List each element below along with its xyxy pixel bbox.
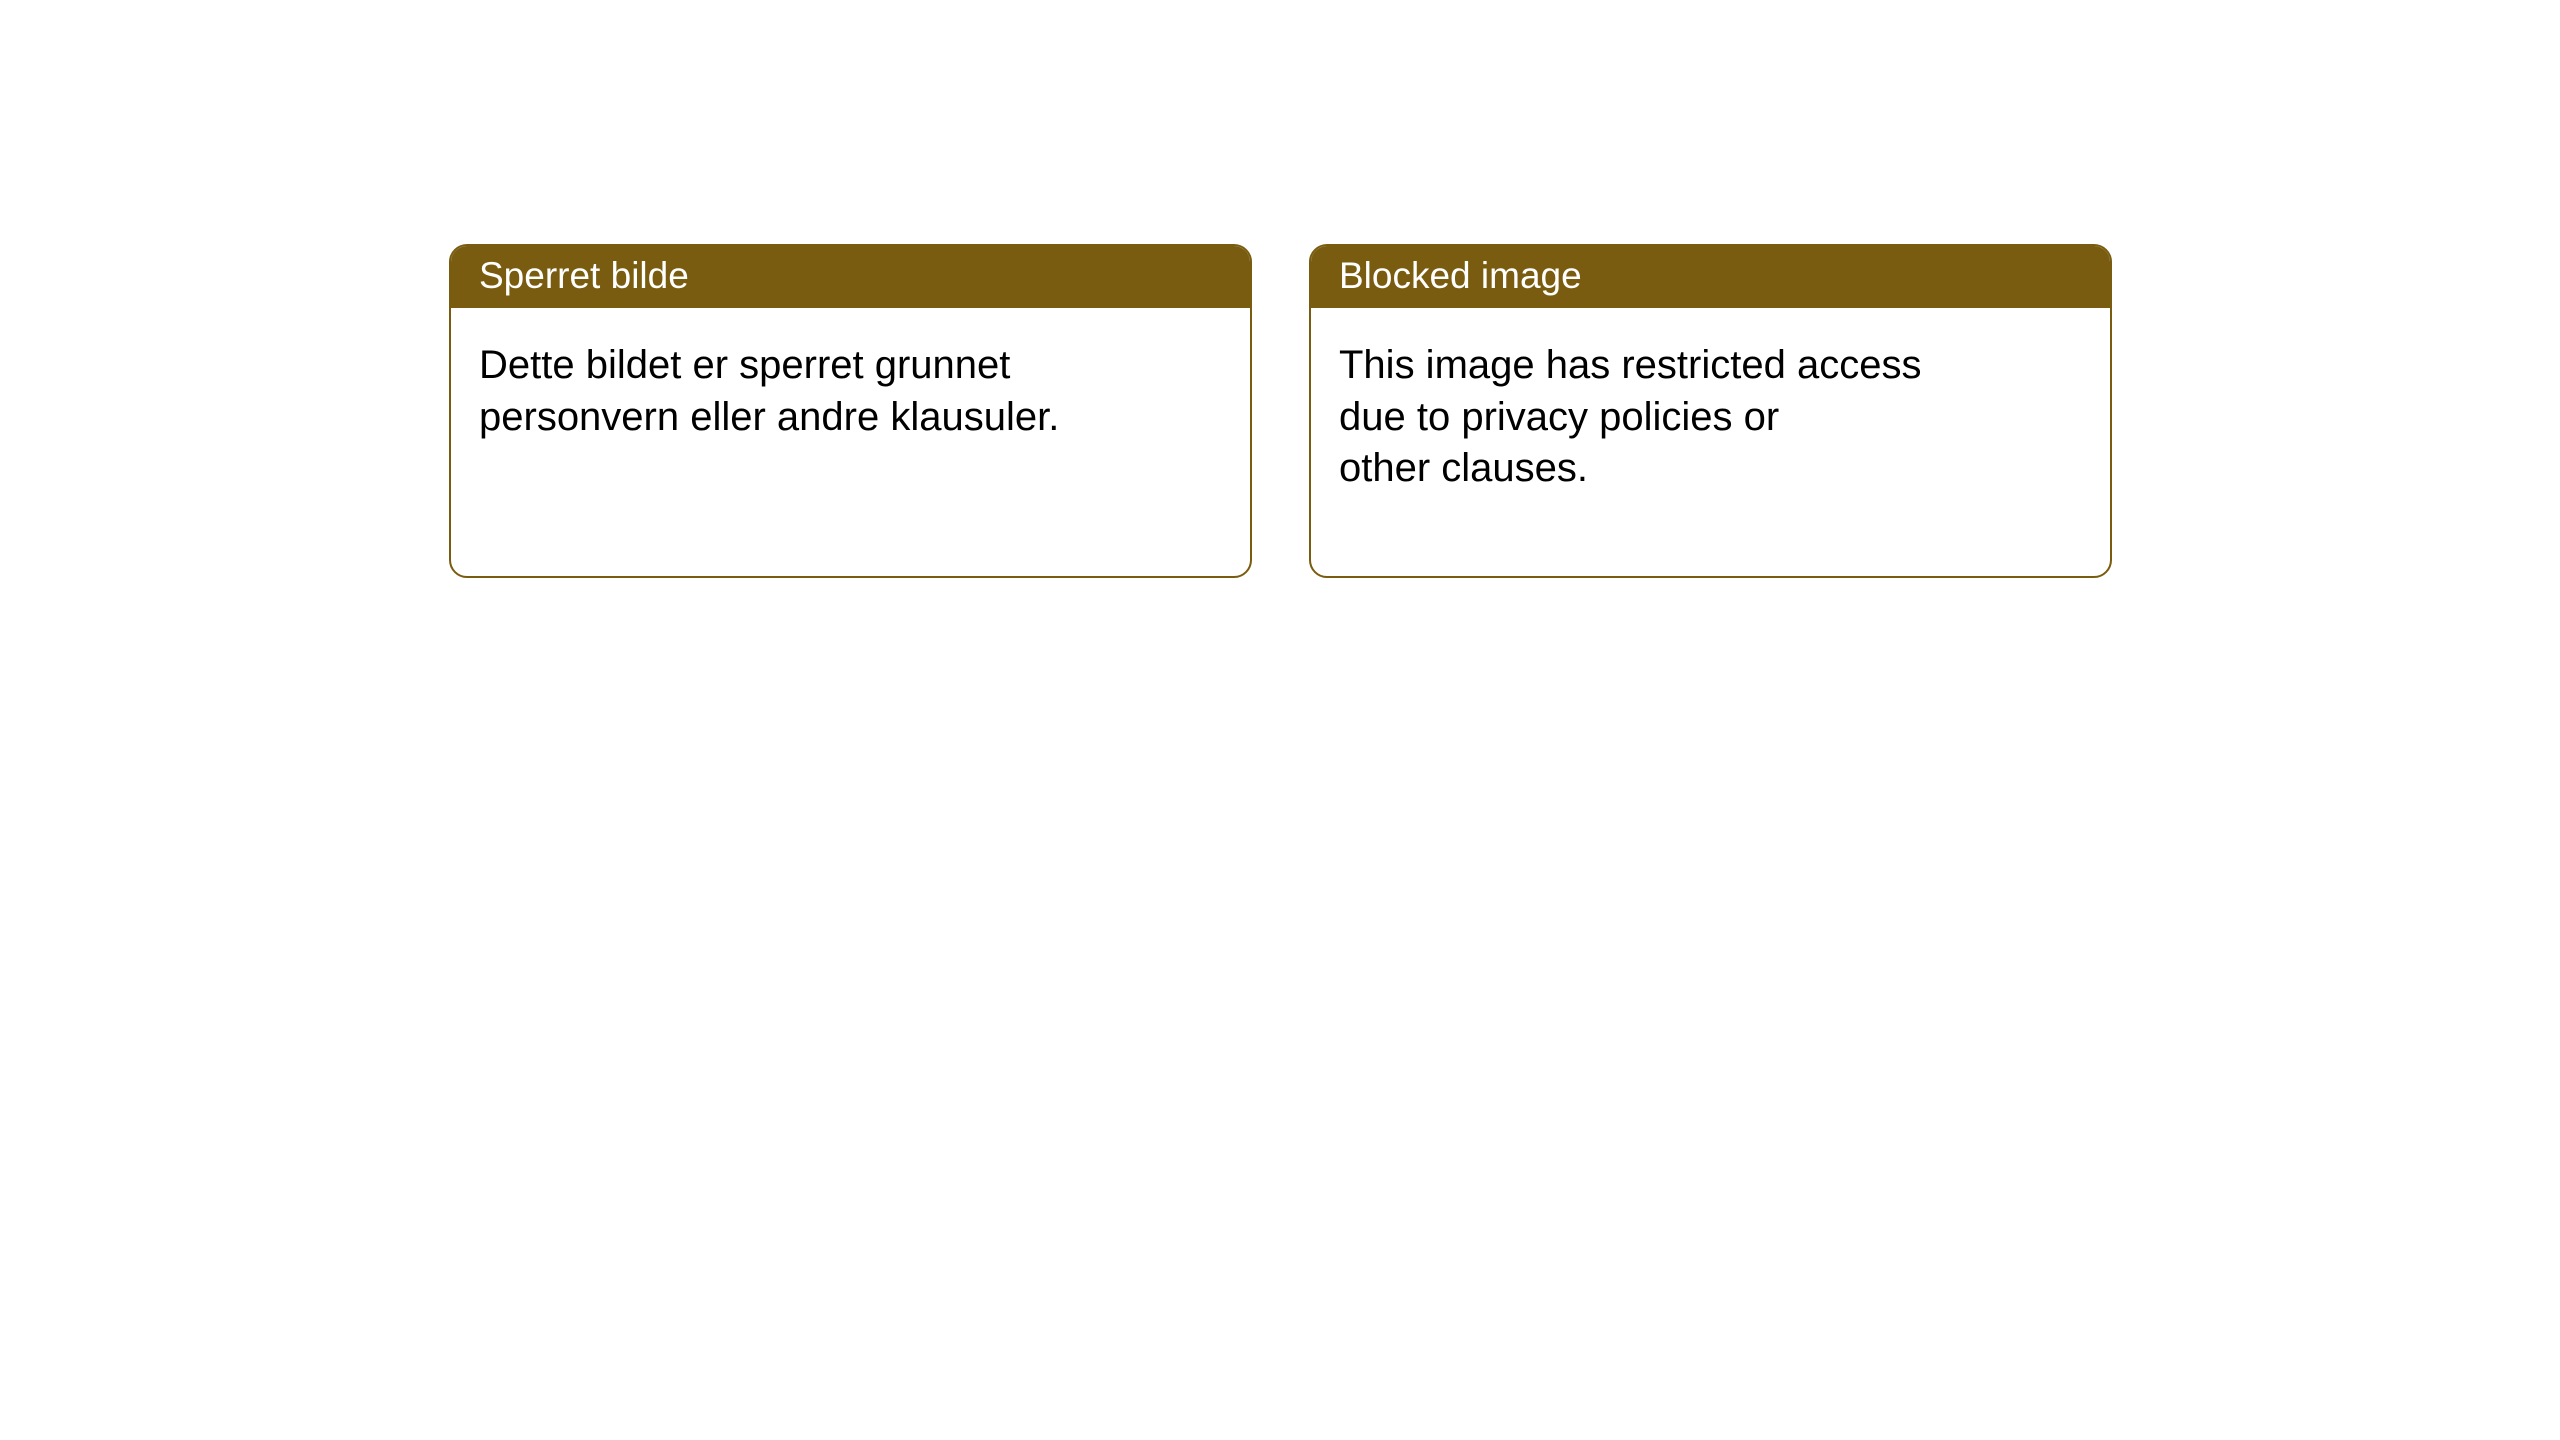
blocked-image-panel-norwegian: Sperret bilde Dette bildet er sperret gr… [449, 244, 1252, 578]
panel-title: Sperret bilde [451, 246, 1250, 308]
panel-body-text: This image has restricted access due to … [1311, 308, 2110, 526]
notice-panels-container: Sperret bilde Dette bildet er sperret gr… [449, 244, 2112, 578]
blocked-image-panel-english: Blocked image This image has restricted … [1309, 244, 2112, 578]
panel-body-text: Dette bildet er sperret grunnet personve… [451, 308, 1250, 474]
panel-title: Blocked image [1311, 246, 2110, 308]
